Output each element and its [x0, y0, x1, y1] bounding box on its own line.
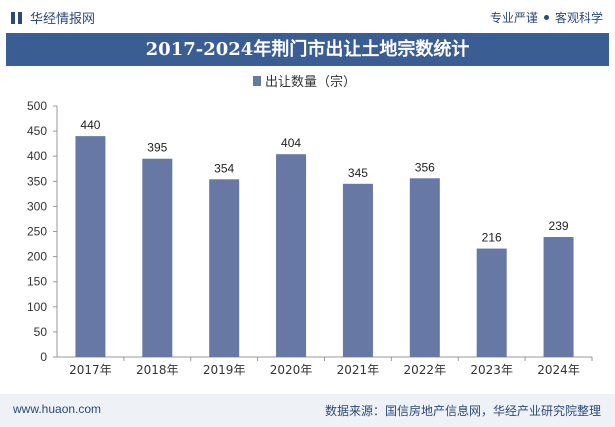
legend-swatch [253, 76, 261, 86]
bar-chart: 出让数量（宗） 0 50 100 150 200 250 300 350 400 450 500 440… [27, 74, 593, 377]
top-bar: 华经情报网 专业严谨 客观科学 [0, 0, 615, 33]
slogan-right: 客观科学 [554, 11, 603, 25]
y-tick-label: 200 [27, 250, 47, 264]
y-tick-label: 100 [27, 300, 47, 314]
x-tick-label: 2022年 [404, 363, 447, 377]
data-label: 356 [415, 160, 435, 174]
chart-title: 2017-2024年荆门市出让土地宗数统计 [145, 39, 470, 60]
slogan-left: 专业严谨 [489, 11, 538, 25]
x-tick-label: 2021年 [337, 363, 380, 377]
bar [543, 237, 574, 357]
y-tick-label: 350 [27, 174, 47, 188]
x-tick-label: 2020年 [270, 363, 313, 377]
data-label: 216 [482, 231, 502, 245]
brand-logo-icon [10, 11, 24, 25]
data-label: 345 [348, 166, 368, 180]
title-bar: 2017-2024年荆门市出让土地宗数统计 [6, 33, 609, 66]
x-tick-label: 2024年 [537, 363, 580, 377]
brand[interactable]: 华经情报网 [10, 8, 95, 27]
bar [209, 179, 240, 357]
y-tick-label: 500 [27, 99, 47, 113]
data-label: 239 [549, 219, 569, 233]
bullet-dot-icon [543, 15, 549, 20]
bar [409, 178, 440, 357]
data-label: 404 [281, 136, 301, 150]
slogan: 专业严谨 客观科学 [490, 9, 603, 26]
data-label: 354 [214, 161, 234, 175]
bar [342, 183, 373, 357]
y-tick-label: 400 [27, 149, 47, 163]
footer-source: 数据来源：国信房地产信息网，华经产业研究院整理 [324, 404, 601, 418]
y-tick-label: 300 [27, 199, 47, 213]
brand-name: 华经情报网 [30, 11, 96, 26]
x-tick-label: 2018年 [136, 363, 179, 377]
legend-label: 出让数量（宗） [265, 74, 356, 90]
y-tick-label: 250 [27, 225, 47, 239]
footer: www.huaon.com 数据来源：国信房地产信息网，华经产业研究院整理 [0, 394, 615, 427]
footer-site-link[interactable]: www.huaon.com [13, 402, 102, 416]
bar [276, 154, 307, 357]
x-tick-label: 2017年 [69, 363, 112, 377]
bar [142, 158, 173, 357]
data-label: 395 [147, 141, 167, 155]
x-tick-label: 2019年 [203, 363, 246, 377]
bar [75, 136, 106, 357]
data-label: 440 [80, 118, 100, 132]
y-tick-label: 450 [27, 124, 47, 138]
y-tick-label: 50 [34, 325, 48, 339]
y-tick-label: 150 [27, 275, 47, 289]
bar [476, 248, 507, 357]
y-tick-label: 0 [40, 350, 47, 364]
x-tick-label: 2023年 [470, 363, 513, 377]
